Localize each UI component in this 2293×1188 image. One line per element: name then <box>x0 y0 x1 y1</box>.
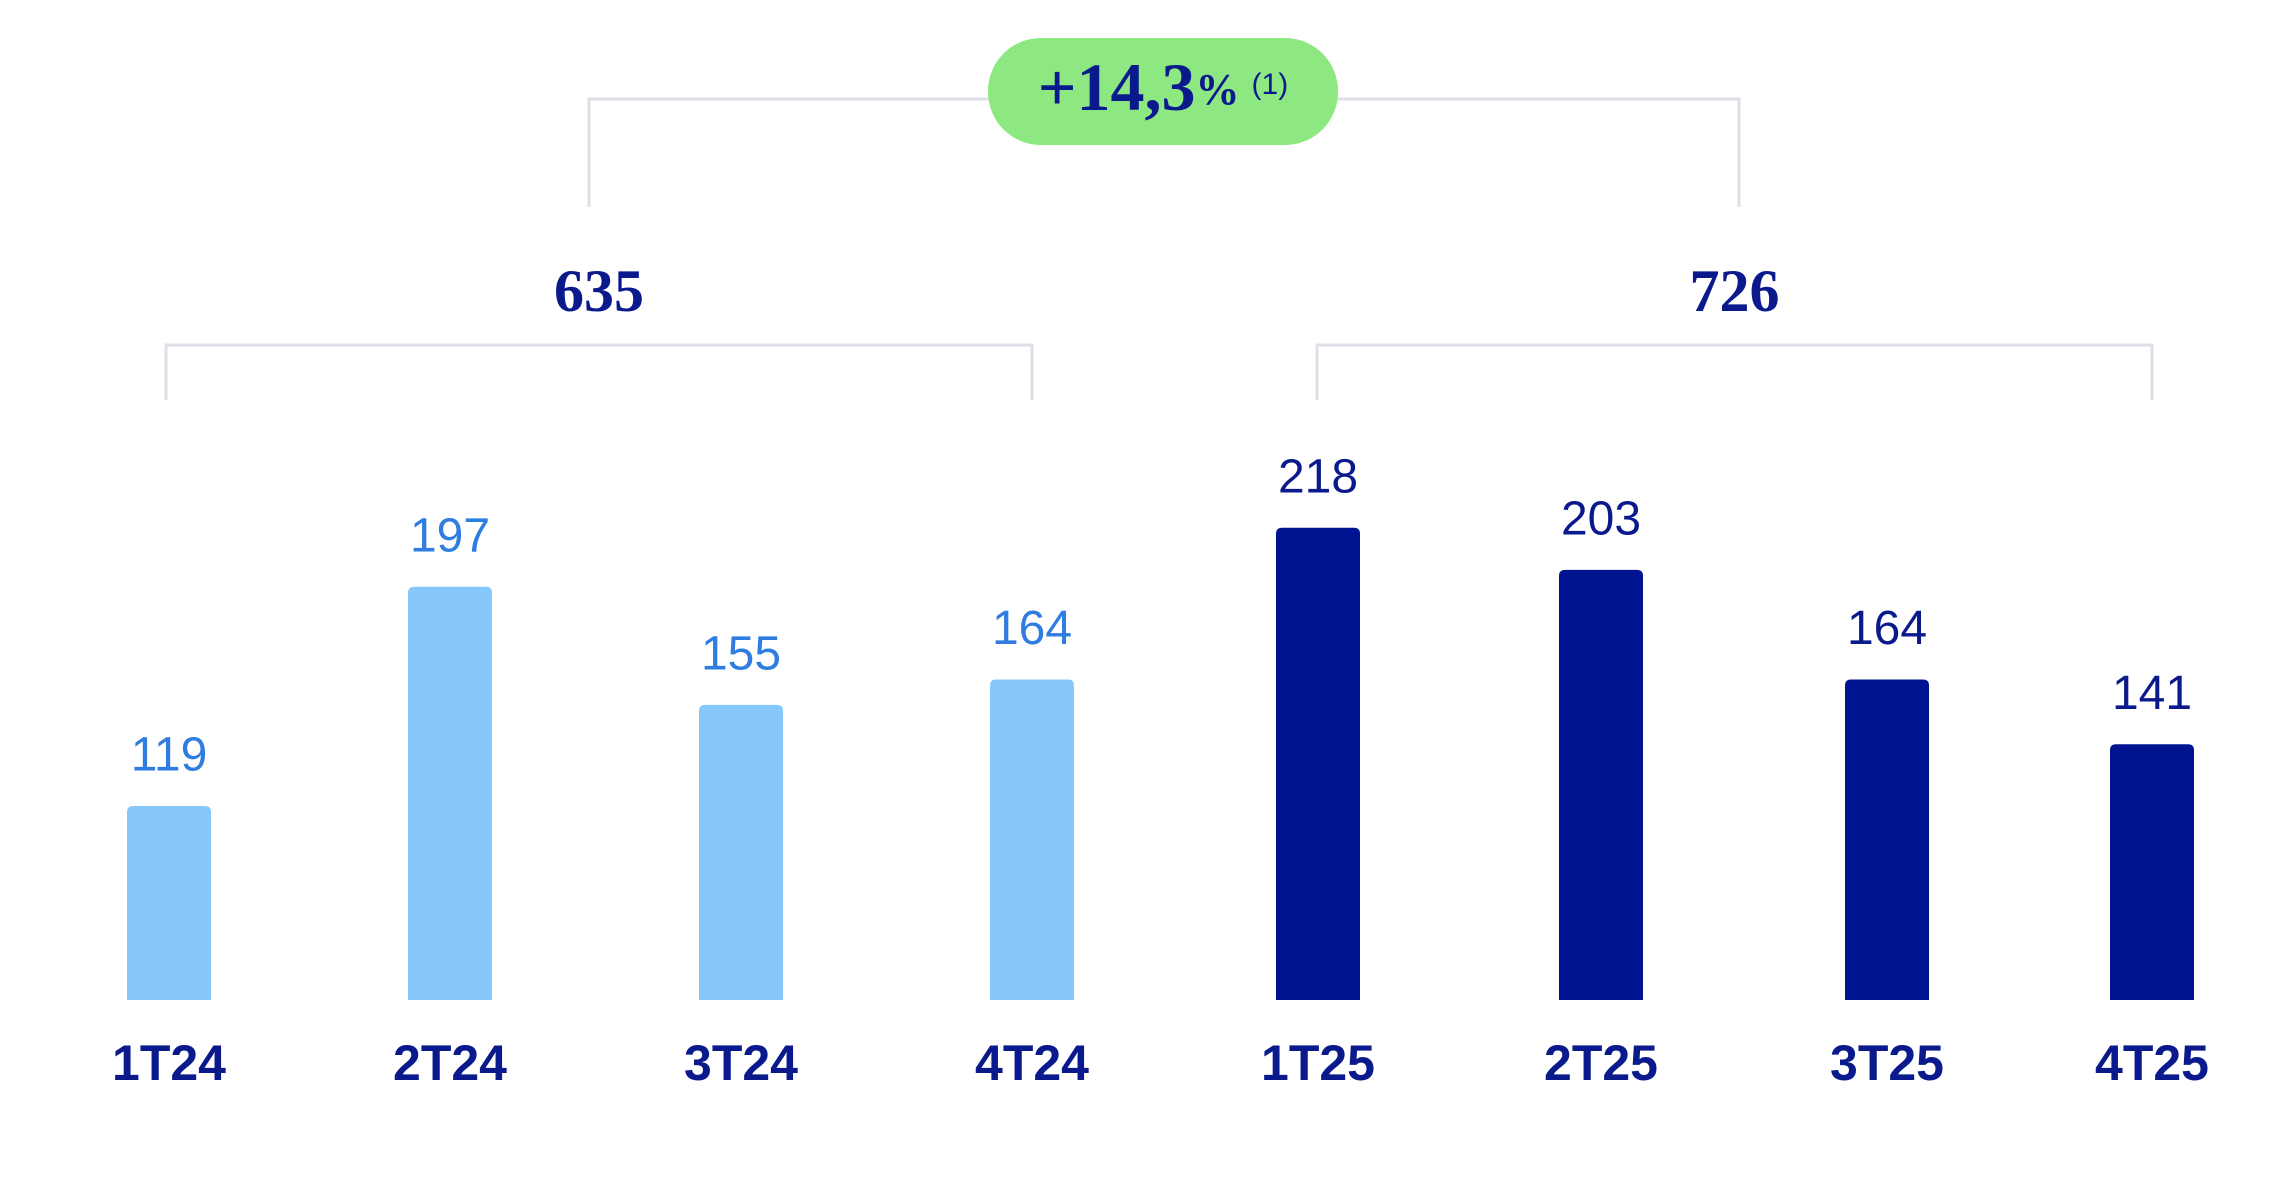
group-bracket <box>164 343 1034 400</box>
bar <box>699 704 783 1000</box>
group-total: 635 <box>554 258 644 324</box>
x-tick-label: 1T24 <box>112 1035 226 1091</box>
value-label: 164 <box>992 602 1072 655</box>
growth-value: +14,3 <box>1038 49 1196 125</box>
bar <box>127 806 211 1000</box>
x-tick-label: 1T25 <box>1261 1035 1375 1091</box>
x-tick-label: 4T25 <box>2095 1035 2209 1091</box>
bar <box>2110 744 2194 1000</box>
value-label: 164 <box>1847 602 1927 655</box>
bar <box>408 586 492 1000</box>
bar <box>1845 679 1929 1000</box>
value-label: 141 <box>2112 667 2192 720</box>
bar <box>1276 527 1360 1000</box>
growth-label: +14,3% (1) <box>1038 49 1288 125</box>
group-total: 726 <box>1690 258 1780 324</box>
bar <box>1559 569 1643 1000</box>
growth-note: (1) <box>1252 68 1289 101</box>
value-label: 119 <box>131 729 208 782</box>
value-label: 203 <box>1561 493 1641 546</box>
x-tick-label: 3T25 <box>1830 1035 1944 1091</box>
x-tick-label: 3T24 <box>684 1035 798 1091</box>
x-tick-label: 2T25 <box>1544 1035 1658 1091</box>
growth-badge <box>988 38 1338 145</box>
value-label: 155 <box>701 628 781 681</box>
bar <box>990 679 1074 1000</box>
growth-unit: % <box>1196 65 1240 114</box>
value-label: 197 <box>410 509 490 562</box>
group-bracket <box>1315 343 2154 400</box>
value-label: 218 <box>1278 450 1358 503</box>
x-tick-label: 2T24 <box>393 1035 507 1091</box>
x-tick-label: 4T24 <box>975 1035 1089 1091</box>
